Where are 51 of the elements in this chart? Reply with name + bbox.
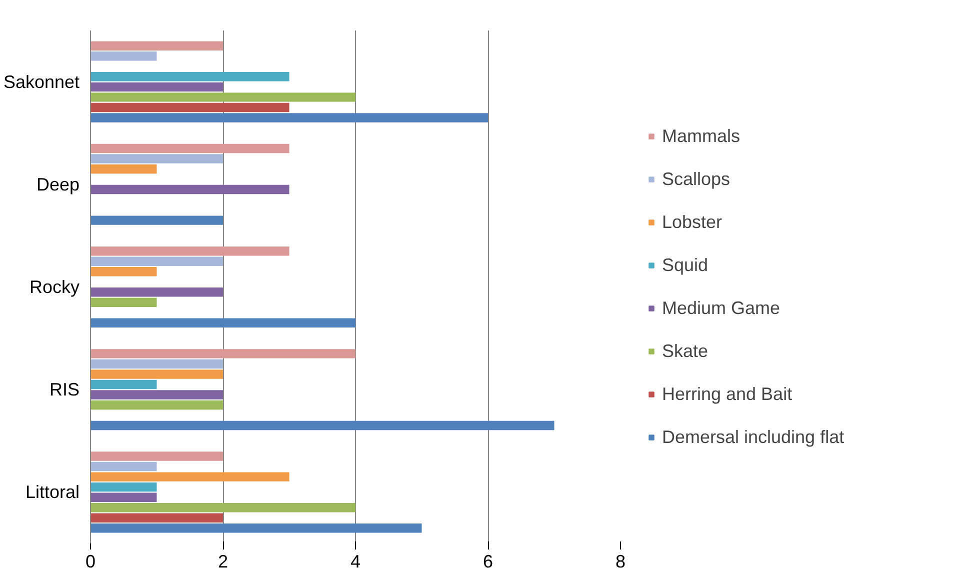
bar <box>90 462 157 472</box>
y-tick-label: Littoral <box>25 482 80 502</box>
bar <box>90 513 223 522</box>
x-tick-label: 0 <box>85 552 96 572</box>
bar <box>90 288 223 297</box>
bar <box>90 144 290 154</box>
bar <box>90 502 356 512</box>
bar <box>90 92 356 102</box>
bar <box>90 420 554 430</box>
bar <box>90 318 356 328</box>
x-tick-label: 8 <box>615 552 626 572</box>
bar <box>90 492 157 502</box>
bar <box>90 523 422 533</box>
legend-label: Demersal including flat <box>662 426 844 448</box>
y-tick-label: Deep <box>36 174 80 194</box>
bar <box>90 246 290 256</box>
bar <box>90 72 290 82</box>
bar <box>90 52 157 61</box>
bar <box>90 41 223 51</box>
bar <box>90 472 290 482</box>
y-tick-label: Rocky <box>29 277 80 297</box>
bar <box>90 256 223 266</box>
x-tick-label: 2 <box>218 552 228 572</box>
bar <box>90 380 157 390</box>
bar <box>90 298 157 308</box>
bar <box>90 102 290 112</box>
bar <box>90 482 157 492</box>
bar <box>90 400 223 410</box>
bar <box>90 164 157 174</box>
y-tick-label: RIS <box>49 380 80 400</box>
bar <box>90 370 223 379</box>
legend-label: Scallops <box>662 168 730 190</box>
bar <box>90 184 290 194</box>
legend-label: Mammals <box>662 126 740 146</box>
bar <box>90 390 223 400</box>
bar <box>90 216 223 225</box>
legend-label: Skate <box>662 340 708 362</box>
legend-label: Lobster <box>662 212 722 232</box>
bar <box>90 359 223 369</box>
x-tick-label: 4 <box>350 552 361 572</box>
x-tick-label: 6 <box>482 552 494 572</box>
bar <box>90 266 157 276</box>
bar <box>90 82 223 92</box>
legend-label: Squid <box>662 254 708 276</box>
legend-label: Herring and Bait <box>662 384 792 404</box>
y-tick-label: Sakonnet <box>3 72 80 92</box>
legend-label: Medium Game <box>662 298 780 318</box>
bar <box>90 113 488 122</box>
bar <box>90 452 223 461</box>
bar <box>90 349 356 358</box>
bar <box>90 154 223 164</box>
